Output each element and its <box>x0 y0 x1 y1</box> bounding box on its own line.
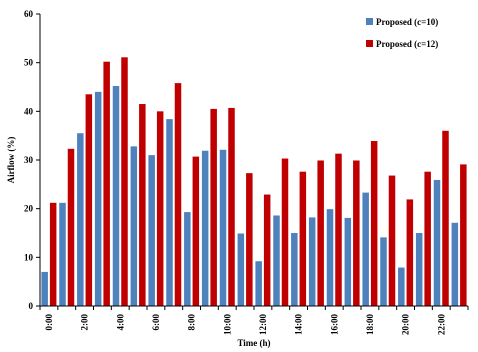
bar-c10-2 <box>77 133 84 306</box>
bar-c10-21 <box>415 233 423 306</box>
x-tick-label-4: 4:00 <box>115 314 125 331</box>
bar-c12-18 <box>370 141 378 306</box>
axes-layer: 0 10 20 30 40 50 60 0:00 2:00 4:00 6:00 8:00 10:00 12… <box>24 9 469 335</box>
legend: Proposed (c=10) Proposed (c=12) <box>366 17 438 49</box>
bar-c12-2 <box>85 94 93 306</box>
bar-c12-10 <box>228 107 235 307</box>
bar-c12-16 <box>335 153 342 306</box>
y-tick-label-20: 20 <box>24 204 34 214</box>
y-tick-label-0: 0 <box>29 301 34 311</box>
bar-c10-1 <box>59 202 66 306</box>
legend-label-0: Proposed (c=10) <box>376 17 438 27</box>
bar-c12-12 <box>263 194 271 306</box>
bar-c12-9 <box>210 108 217 307</box>
y-tick-label-40: 40 <box>24 106 34 116</box>
bar-c12-19 <box>388 175 396 306</box>
bar-c10-5 <box>130 146 138 306</box>
bar-c12-13 <box>281 158 289 306</box>
y-axis-title: Airflow (%) <box>6 137 16 184</box>
legend-swatch-0 <box>366 18 373 25</box>
bar-c10-13 <box>273 215 280 306</box>
bar-c12-3 <box>103 61 110 306</box>
x-tick-label-2: 2:00 <box>80 314 90 331</box>
x-axis-title: Time (h) <box>237 338 270 348</box>
legend-label-1: Proposed (c=12) <box>376 39 438 49</box>
x-tick-label-16: 16:00 <box>329 314 339 335</box>
bar-c12-11 <box>246 173 253 306</box>
bar-c12-14 <box>299 171 307 306</box>
bar-c10-0 <box>41 271 48 306</box>
x-tick-label-20: 20:00 <box>401 314 411 335</box>
bar-c10-10 <box>219 149 227 306</box>
bar-c12-23 <box>460 164 467 306</box>
bar-c12-8 <box>192 156 200 306</box>
y-tick-label-10: 10 <box>24 252 34 262</box>
bar-c12-17 <box>353 160 360 306</box>
bar-c12-21 <box>424 171 431 306</box>
x-tick-label-10: 10:00 <box>222 314 232 335</box>
bar-c12-6 <box>156 111 164 306</box>
x-tick-label-14: 14:00 <box>294 314 304 335</box>
bar-c10-15 <box>308 217 316 306</box>
bar-c10-11 <box>237 233 245 306</box>
y-tick-label-50: 50 <box>24 58 34 68</box>
bar-c10-4 <box>112 86 120 306</box>
bar-c10-23 <box>451 222 459 306</box>
bar-c12-15 <box>317 160 324 306</box>
bar-c10-20 <box>398 267 405 306</box>
bar-c10-9 <box>201 150 209 306</box>
x-tick-label-8: 8:00 <box>187 314 197 331</box>
x-tick-label-22: 22:00 <box>436 314 446 335</box>
bar-c10-12 <box>255 261 262 306</box>
bar-c10-19 <box>380 237 387 306</box>
x-tick-label-0: 0:00 <box>44 314 54 331</box>
x-tick-label-18: 18:00 <box>365 314 375 335</box>
bar-c10-3 <box>94 91 102 307</box>
legend-swatch-1 <box>366 40 373 47</box>
bar-c12-20 <box>406 199 414 306</box>
bar-c12-7 <box>174 83 182 306</box>
y-tick-label-60: 60 <box>24 9 34 19</box>
bar-c10-18 <box>362 192 369 306</box>
bar-c10-7 <box>166 119 173 307</box>
bar-c10-14 <box>291 233 298 306</box>
bar-c12-4 <box>121 57 128 307</box>
bar-c10-22 <box>433 179 441 306</box>
x-tick-label-6: 6:00 <box>151 314 161 331</box>
y-tick-label-30: 30 <box>24 155 34 165</box>
bar-c10-6 <box>148 155 155 306</box>
bar-c10-8 <box>184 212 191 306</box>
bar-c10-17 <box>344 217 352 306</box>
bar-c12-5 <box>139 104 146 306</box>
bar-c12-1 <box>67 148 75 306</box>
bars-layer <box>41 57 467 307</box>
x-tick-label-12: 12:00 <box>258 314 268 335</box>
bar-c12-0 <box>49 202 57 306</box>
bar-c10-16 <box>326 209 334 306</box>
bar-c12-22 <box>442 130 449 306</box>
